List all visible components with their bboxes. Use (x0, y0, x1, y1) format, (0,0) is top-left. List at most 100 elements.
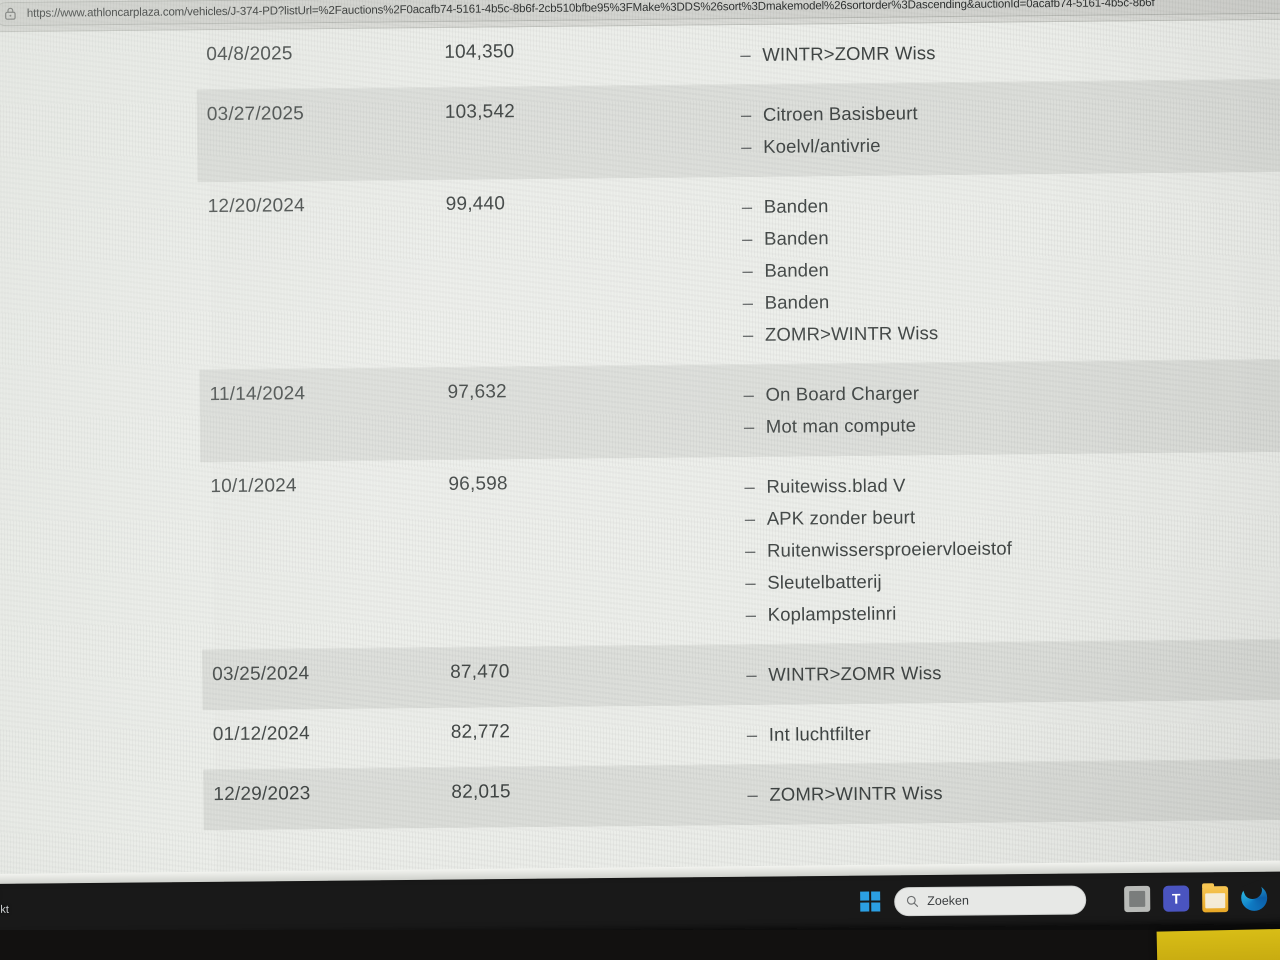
bullet-dash: – (743, 383, 755, 406)
file-explorer-icon[interactable] (1202, 886, 1229, 913)
bullet-dash: – (744, 507, 756, 530)
edge-icon[interactable] (1241, 884, 1268, 911)
service-job-item: – ZOMR>WINTR Wiss (743, 314, 1280, 351)
service-history-table: 04/8/2025 104,350– WINTR>ZOMR Wiss 03/27/20… (196, 20, 1280, 831)
bullet-dash: – (742, 291, 754, 314)
service-date: 12/20/2024 (207, 195, 305, 218)
screen-content: https://www.athloncarplaza.com/vehicles/… (0, 0, 1280, 896)
odometer-reading: 82,772 (450, 721, 511, 743)
odometer-reading: 87,470 (450, 661, 510, 683)
weather-condition: volkt (0, 903, 9, 917)
service-jobs-list: – Banden – Banden – Banden – Banden – ZOMR>WINTR … (736, 186, 1280, 351)
start-button[interactable] (860, 891, 881, 912)
bullet-dash: – (746, 723, 758, 745)
service-job-item: – ZOMR>WINTR Wiss (747, 774, 1280, 811)
bullet-dash: – (741, 135, 752, 158)
odometer-reading: 99,440 (445, 193, 506, 215)
table-row[interactable]: 12/20/2024 99,440– Banden – Banden – Banden – Ba… (198, 172, 1280, 370)
service-jobs-list: – Int luchtfilter (741, 714, 1280, 751)
service-job-label: Ruitewiss.blad V (766, 474, 906, 497)
service-job-label: ZOMR>WINTR Wiss (764, 322, 939, 345)
service-date: 04/8/2025 (206, 43, 293, 66)
service-job-label: Sleutelbatterij (767, 570, 882, 593)
service-job-label: Mot man compute (765, 414, 917, 437)
service-job-label: ZOMR>WINTR Wiss (769, 782, 943, 805)
start-tile-3 (860, 902, 870, 912)
windows-taskbar[interactable]: °C volkt Zoeken (0, 871, 1280, 936)
service-job-label: Banden (763, 227, 829, 249)
bullet-dash: – (747, 783, 758, 805)
service-job-label: Ruitenwissersproeiervloeistof (766, 537, 1013, 561)
service-job-label: Koelvl/antivrie (763, 134, 881, 157)
start-tile-4 (871, 902, 881, 912)
service-job-item: – WINTR>ZOMR Wiss (740, 34, 1280, 71)
weather-temperature: °C (0, 887, 106, 903)
service-jobs-list: – Citroen Basisbeurt – Koelvl/antivrie (735, 94, 1280, 163)
service-job-label: WINTR>ZOMR Wiss (768, 662, 942, 685)
service-job-item: – WINTR>ZOMR Wiss (746, 654, 1280, 691)
table-row[interactable]: 03/25/2024 87,470 – WINTR>ZOMR Wiss (201, 639, 1280, 711)
service-job-label: Banden (763, 195, 829, 217)
bullet-dash: – (743, 415, 755, 438)
task-view-icon[interactable] (1124, 885, 1151, 913)
service-date: 03/27/2025 (206, 103, 305, 126)
service-job-label: Banden (764, 259, 830, 281)
service-job-item: – Banden (743, 282, 1280, 319)
odometer-reading: 97,632 (447, 381, 507, 403)
bullet-dash: – (740, 103, 752, 126)
service-date: 10/1/2024 (210, 475, 297, 498)
service-job-item: – On Board Charger (743, 374, 1280, 411)
odometer-reading: 96,598 (448, 473, 508, 495)
service-date: 11/14/2024 (209, 383, 306, 406)
yellow-object (1156, 928, 1280, 960)
service-date: 12/29/2023 (213, 783, 311, 806)
service-job-label: Koplampstelinri (767, 602, 897, 625)
page-body: 04/8/2025 104,350– WINTR>ZOMR Wiss 03/27/20… (0, 19, 1280, 881)
service-date: 03/25/2024 (212, 663, 310, 686)
table-row[interactable]: 03/27/2025 103,542 – Citroen Basisbeurt – Koe… (196, 79, 1280, 183)
table-row[interactable]: 04/8/2025 104,350 – WINTR>ZOMR Wiss (196, 20, 1280, 90)
service-job-item: – Sleutelbatterij (745, 562, 1280, 599)
table-row[interactable]: 11/14/2024 97,632– On Board Charger – Mot ma… (199, 359, 1280, 463)
service-jobs-list: – Ruitewiss.blad V – APK zonder beurt – Ruite… (738, 466, 1280, 631)
service-job-label: Int luchtfilter (768, 722, 871, 745)
bullet-dash: – (744, 539, 756, 562)
service-job-item: – Ruitenwissersproeiervloeistof (745, 530, 1280, 567)
service-jobs-list: – On Board Charger – Mot man compute (737, 374, 1280, 443)
service-job-item: – Koplampstelinri (746, 594, 1280, 631)
start-tile-2 (871, 891, 881, 901)
service-job-item: – Int luchtfilter (747, 714, 1280, 751)
odometer-reading: 82,015 (451, 781, 511, 803)
odometer-reading: 103,542 (444, 101, 516, 123)
service-job-label: WINTR>ZOMR Wiss (762, 42, 936, 65)
bullet-dash: – (744, 475, 756, 498)
service-jobs-list: – WINTR>ZOMR Wiss (740, 654, 1280, 691)
table-row[interactable]: 01/12/2024 82,772 – Int luchtfilter (203, 700, 1280, 770)
service-date: 01/12/2024 (212, 723, 310, 746)
taskbar-search-box[interactable]: Zoeken (894, 884, 1087, 916)
service-job-label: Banden (764, 291, 830, 313)
bullet-dash: – (746, 663, 757, 685)
table-row[interactable]: 12/29/2023 82,015 – ZOMR>WINTR Wiss (203, 759, 1280, 831)
service-jobs-list: – WINTR>ZOMR Wiss (734, 34, 1280, 71)
table-row[interactable]: 10/1/2024 96,598– Ruitewiss.blad V – APK zon… (200, 452, 1280, 650)
bullet-dash: – (741, 227, 753, 250)
url-pill[interactable]: https://www.athloncarplaza.com/vehicles/… (0, 0, 1280, 26)
search-icon (906, 895, 919, 907)
weather-widget[interactable]: °C volkt (0, 887, 106, 918)
page-left-margin (0, 30, 217, 881)
bullet-dash: – (740, 43, 751, 66)
url-text: https://www.athloncarplaza.com/vehicles/… (26, 0, 1155, 20)
service-job-item: – Ruitewiss.blad V (744, 466, 1280, 503)
service-job-item: – Koelvl/antivrie (741, 126, 1280, 163)
service-job-item: – Mot man compute (744, 406, 1280, 443)
bullet-dash: – (745, 571, 756, 594)
odometer-reading: 104,350 (444, 41, 515, 63)
service-job-item: – APK zonder beurt (745, 498, 1280, 535)
teams-icon[interactable]: T (1163, 885, 1190, 912)
service-job-item: – Banden (742, 250, 1280, 287)
desk-surface (0, 930, 1280, 960)
browser-address-bar[interactable]: https://www.athloncarplaza.com/vehicles/… (0, 0, 1280, 33)
service-job-item: – Banden (742, 186, 1280, 223)
